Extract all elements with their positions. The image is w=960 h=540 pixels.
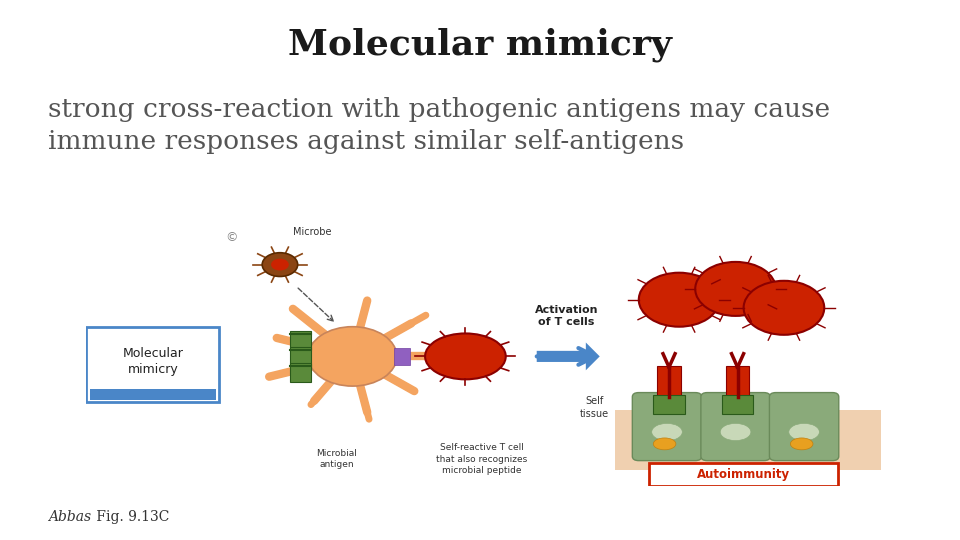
Text: Molecular
mimicry: Molecular mimicry: [123, 347, 183, 376]
Text: Self
tissue: Self tissue: [580, 396, 609, 419]
FancyBboxPatch shape: [649, 463, 838, 486]
FancyBboxPatch shape: [394, 348, 410, 365]
Ellipse shape: [425, 333, 506, 379]
FancyBboxPatch shape: [633, 393, 702, 461]
Text: ©: ©: [226, 231, 238, 244]
Text: Abbas: Abbas: [48, 510, 91, 524]
Text: Microbe: Microbe: [293, 227, 331, 237]
Circle shape: [308, 327, 396, 386]
FancyBboxPatch shape: [658, 366, 681, 398]
FancyBboxPatch shape: [726, 366, 749, 398]
Ellipse shape: [654, 438, 676, 450]
FancyBboxPatch shape: [291, 363, 311, 382]
FancyBboxPatch shape: [291, 347, 311, 366]
FancyArrowPatch shape: [537, 348, 595, 364]
Circle shape: [638, 273, 719, 327]
Text: Fig. 9.13C: Fig. 9.13C: [92, 510, 170, 524]
Ellipse shape: [789, 423, 820, 441]
FancyBboxPatch shape: [89, 389, 216, 400]
Circle shape: [744, 281, 825, 335]
FancyBboxPatch shape: [614, 410, 880, 470]
FancyBboxPatch shape: [769, 393, 839, 461]
FancyBboxPatch shape: [86, 327, 220, 402]
Text: Molecular mimicry: Molecular mimicry: [288, 27, 672, 62]
Ellipse shape: [652, 423, 683, 441]
FancyBboxPatch shape: [291, 331, 311, 349]
FancyBboxPatch shape: [722, 395, 754, 414]
Ellipse shape: [790, 438, 813, 450]
Text: Autoimmunity: Autoimmunity: [697, 468, 790, 481]
Text: Self-reactive T cell
that also recognizes
microbial peptide: Self-reactive T cell that also recognize…: [436, 443, 527, 475]
FancyBboxPatch shape: [654, 395, 684, 414]
FancyArrowPatch shape: [537, 342, 600, 370]
Circle shape: [271, 259, 289, 271]
Text: strong cross-reaction with pathogenic antigens may cause
immune responses agains: strong cross-reaction with pathogenic an…: [48, 97, 830, 154]
Circle shape: [695, 262, 776, 316]
Circle shape: [262, 253, 298, 276]
Ellipse shape: [720, 423, 751, 441]
Text: Microbial
antigen: Microbial antigen: [316, 449, 357, 469]
FancyBboxPatch shape: [701, 393, 770, 461]
Text: Activation
of T cells: Activation of T cells: [535, 305, 598, 327]
